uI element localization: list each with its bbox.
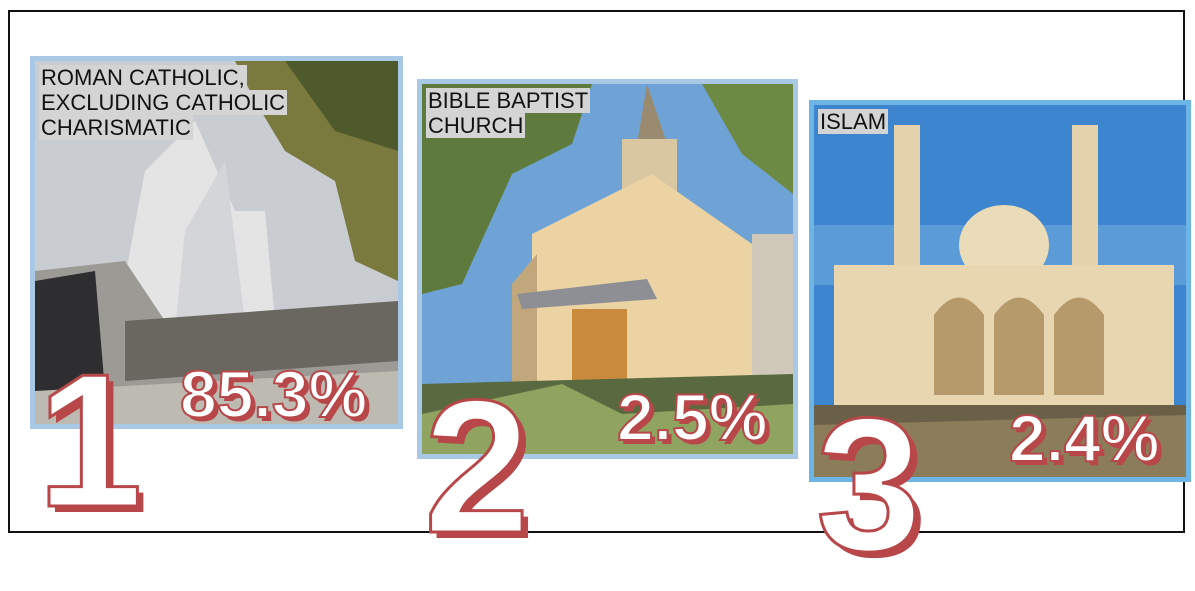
label-line: BIBLE BAPTIST <box>426 88 590 113</box>
rank: 3 <box>816 390 922 580</box>
rank: 2 <box>424 372 530 562</box>
panel-label: BIBLE BAPTIST CHURCH <box>426 88 590 138</box>
label-line: EXCLUDING CATHOLIC <box>39 90 287 115</box>
label-line: CHURCH <box>426 113 525 138</box>
page: ROMAN CATHOLIC, EXCLUDING CATHOLIC CHARI… <box>0 0 1195 539</box>
panel: ROMAN CATHOLIC, EXCLUDING CATHOLIC CHARI… <box>30 56 403 429</box>
label-line: ROMAN CATHOLIC, <box>39 65 247 90</box>
share: 85.3% <box>180 361 367 427</box>
panel-label: ROMAN CATHOLIC, EXCLUDING CATHOLIC CHARI… <box>39 65 287 140</box>
label-line: CHARISMATIC <box>39 115 193 140</box>
share: 2.5% <box>617 384 767 450</box>
panel-label: ISLAM <box>818 109 888 134</box>
share: 2.4% <box>1009 405 1159 471</box>
panel: BIBLE BAPTIST CHURCH 2 2.5% <box>417 79 798 459</box>
label-line: ISLAM <box>818 109 888 134</box>
rank: 1 <box>37 346 143 536</box>
panel: ISLAM 3 2.4% <box>809 100 1191 482</box>
